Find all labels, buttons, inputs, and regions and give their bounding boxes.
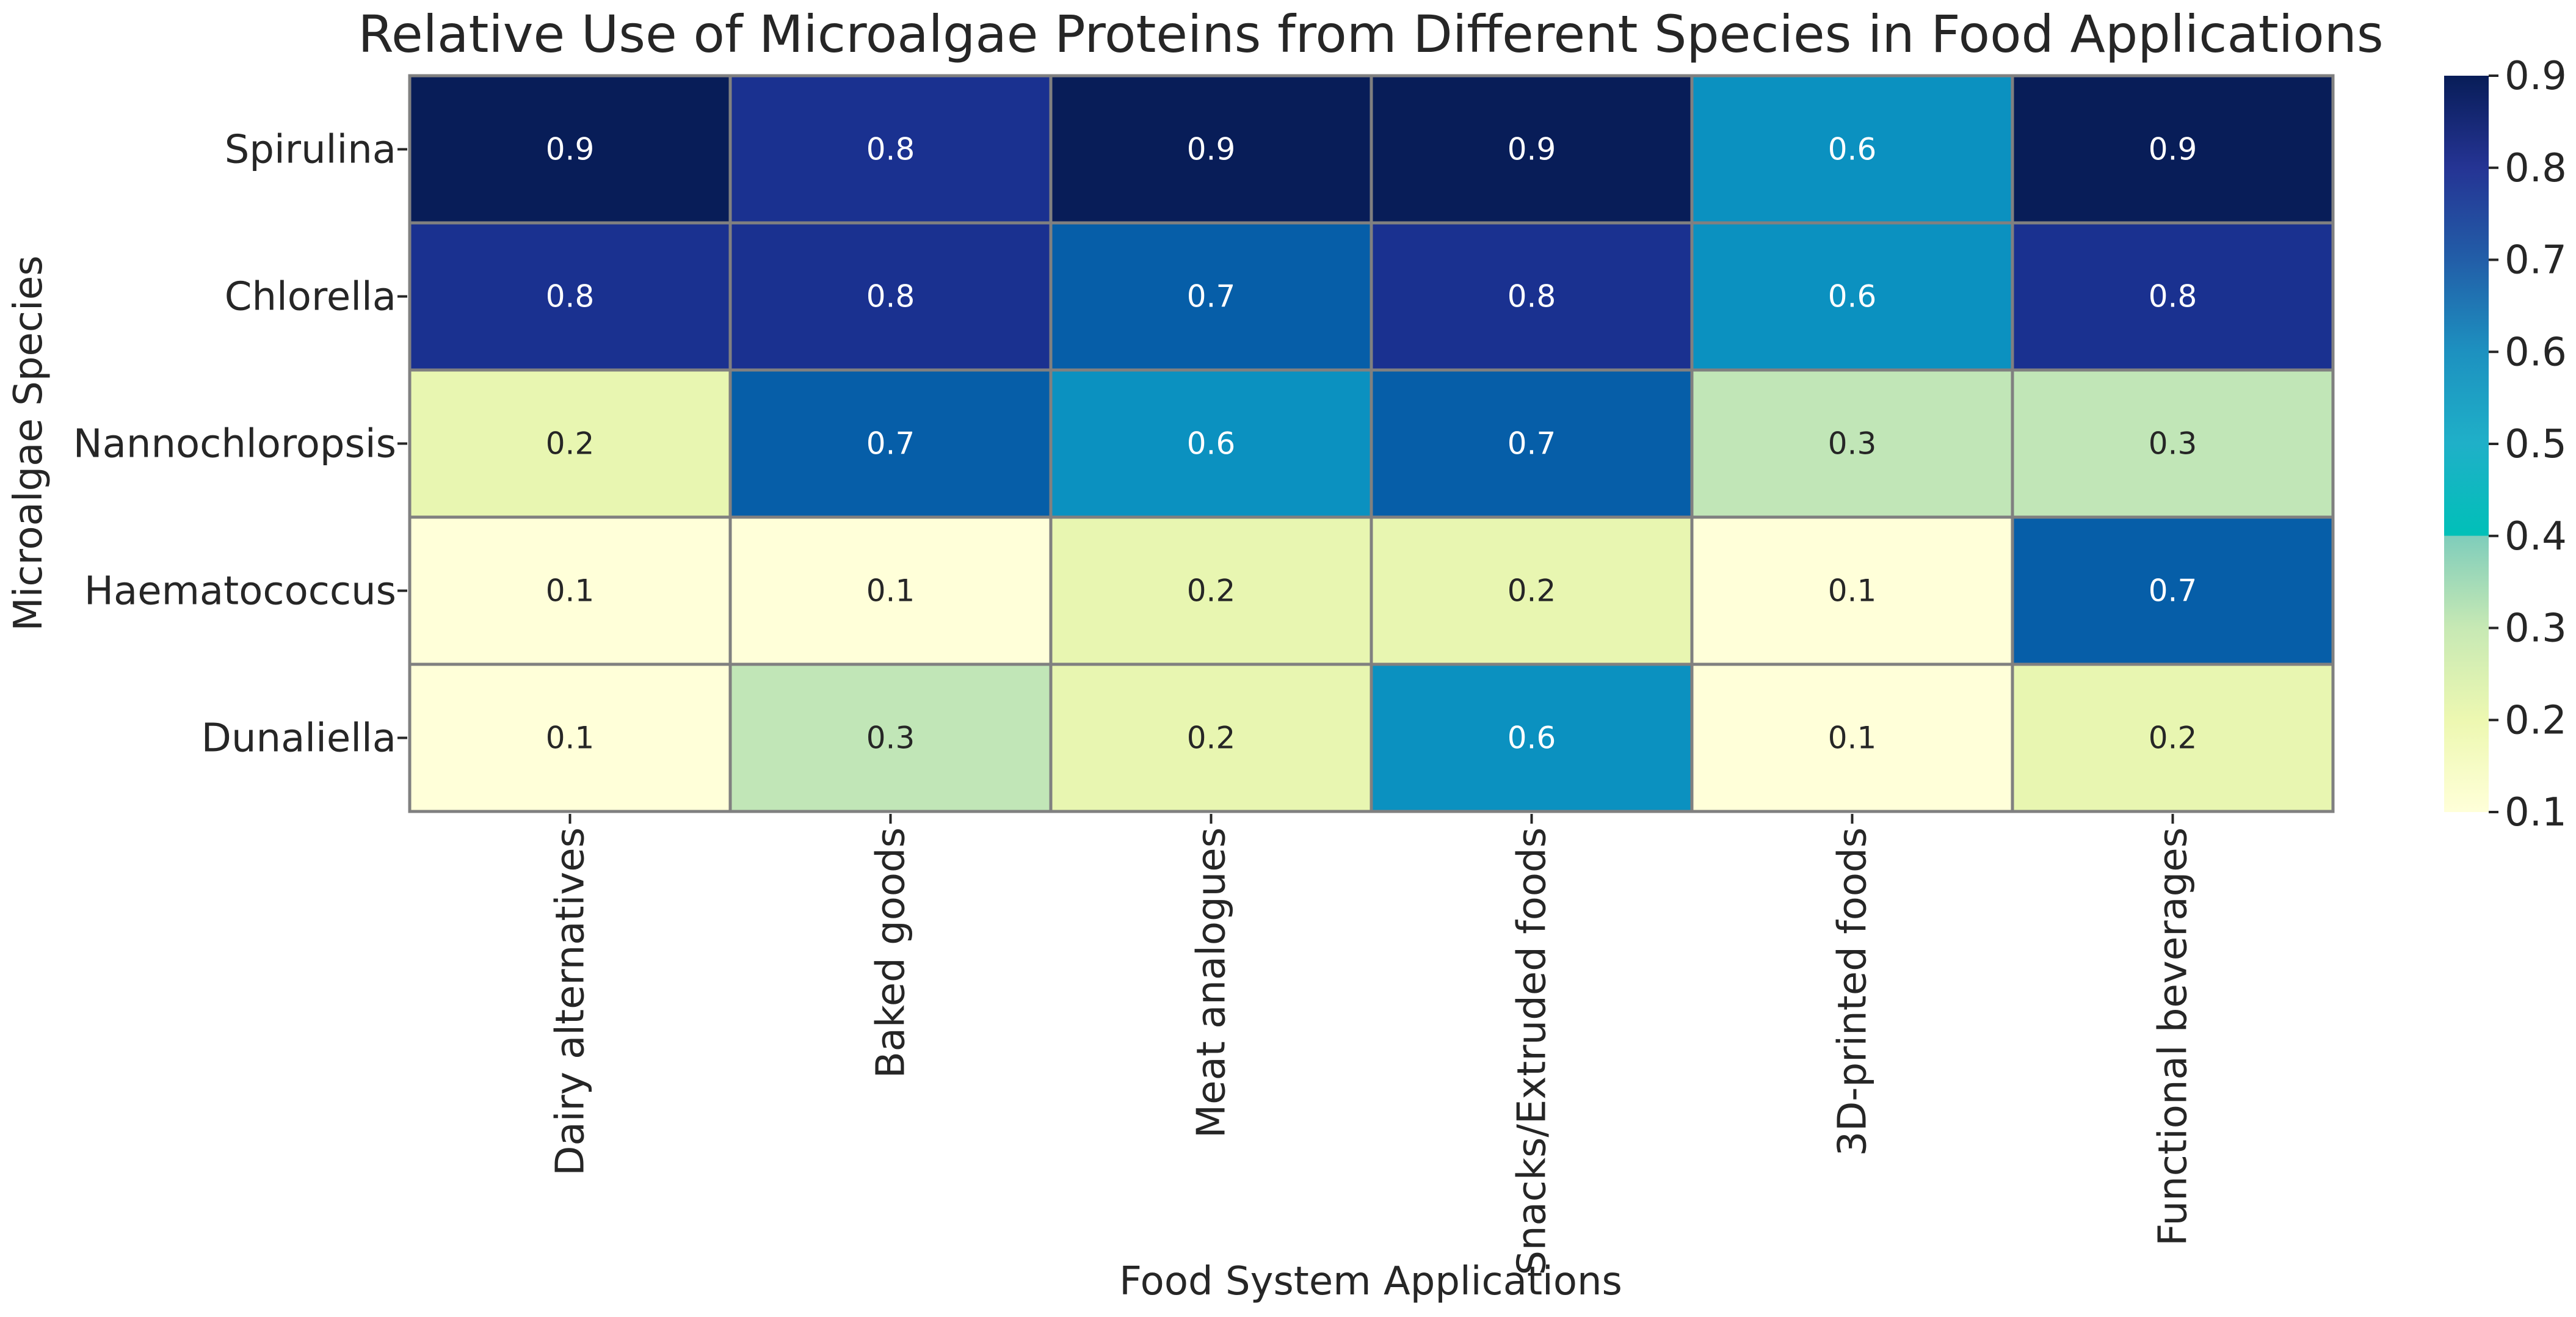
cell-value-label: 0.8 bbox=[2149, 279, 2197, 314]
heatmap-cell bbox=[1690, 662, 2014, 813]
x-tick-label: Functional beverages bbox=[2151, 827, 2196, 1246]
heatmap-cell bbox=[1690, 368, 2014, 519]
y-tick-labels: Spirulina Chlorella Nannochloropsis Haemato… bbox=[73, 128, 407, 761]
heatmap-cell bbox=[1690, 515, 2014, 666]
chart-title: Relative Use of Microalgae Proteins from… bbox=[358, 4, 2383, 64]
cell-value-label: 0.9 bbox=[1508, 132, 1556, 167]
cell-value-label: 0.6 bbox=[1828, 132, 1877, 167]
y-tick-label: Chlorella bbox=[225, 275, 396, 320]
x-axis-label: Food System Applications bbox=[1119, 1259, 1622, 1304]
cell-value-label: 0.8 bbox=[1508, 279, 1556, 314]
y-tick-label: Nannochloropsis bbox=[73, 422, 396, 467]
cell-value-label: 0.3 bbox=[866, 720, 915, 756]
heatmap-cells bbox=[408, 74, 2335, 813]
cell-value-label: 0.2 bbox=[1187, 573, 1236, 609]
cell-value-label: 0.6 bbox=[1187, 426, 1236, 462]
cell-value-label: 0.3 bbox=[1828, 426, 1877, 462]
cell-value-label: 0.2 bbox=[2149, 720, 2197, 756]
x-tick-labels: Dairy alternatives Baked goods Meat analog… bbox=[548, 814, 2196, 1275]
colorbar-tick-label: 0.2 bbox=[2505, 698, 2567, 743]
cell-value-label: 0.8 bbox=[546, 279, 595, 314]
heatmap-cell bbox=[728, 74, 1053, 225]
x-tick-label: Dairy alternatives bbox=[548, 827, 593, 1176]
cell-value-label: 0.1 bbox=[546, 720, 595, 756]
colorbar-tick-label: 0.1 bbox=[2505, 790, 2567, 835]
cell-value-label: 0.2 bbox=[1187, 720, 1236, 756]
cell-value-label: 0.1 bbox=[546, 573, 595, 609]
heatmap-cell bbox=[2011, 368, 2335, 519]
cell-value-label: 0.9 bbox=[2149, 132, 2197, 167]
cell-value-label: 0.1 bbox=[866, 573, 915, 609]
cell-value-label: 0.9 bbox=[546, 132, 595, 167]
heatmap-cell bbox=[1049, 515, 1373, 666]
heatmap-cell bbox=[2011, 515, 2335, 666]
cell-value-label: 0.7 bbox=[2149, 573, 2197, 609]
y-axis-label: Microalgae Species bbox=[6, 255, 51, 631]
x-tick-label: Baked goods bbox=[869, 827, 914, 1078]
cell-value-label: 0.3 bbox=[2149, 426, 2197, 462]
cell-value-label: 0.2 bbox=[1508, 573, 1556, 609]
heatmap-cell bbox=[1370, 662, 1694, 813]
cell-value-label: 0.7 bbox=[1508, 426, 1556, 462]
y-tick-label: Haematococcus bbox=[84, 569, 396, 614]
heatmap-cell bbox=[2011, 74, 2335, 225]
heatmap-cell bbox=[1370, 74, 1694, 225]
heatmap-cell bbox=[728, 221, 1053, 372]
heatmap-cell bbox=[2011, 221, 2335, 372]
cell-value-label: 0.7 bbox=[866, 426, 915, 462]
x-tick-label: Snacks/Extruded foods bbox=[1510, 827, 1555, 1275]
cell-value-label: 0.8 bbox=[866, 132, 915, 167]
heatmap-cell bbox=[408, 515, 732, 666]
heatmap-cell bbox=[408, 662, 732, 813]
x-tick-label: 3D-printed foods bbox=[1830, 827, 1876, 1156]
heatmap-cell bbox=[1370, 221, 1694, 372]
colorbar-tick-label: 0.5 bbox=[2505, 422, 2567, 467]
cell-value-label: 0.6 bbox=[1828, 279, 1877, 314]
cell-value-label: 0.7 bbox=[1187, 279, 1236, 314]
y-tick-label: Spirulina bbox=[225, 128, 396, 173]
cell-value-label: 0.1 bbox=[1828, 573, 1877, 609]
colorbar-ticks: 0.1 0.2 0.3 0.4 0.5 0.6 0.7 0.8 0.9 bbox=[2489, 54, 2567, 835]
heatmap-cell bbox=[1049, 74, 1373, 225]
x-tick-label: Meat analogues bbox=[1189, 827, 1235, 1138]
cell-value-label: 0.6 bbox=[1508, 720, 1556, 756]
heatmap-cell bbox=[728, 515, 1053, 666]
colorbar bbox=[2444, 76, 2489, 812]
cell-value-label: 0.1 bbox=[1828, 720, 1877, 756]
heatmap-cell bbox=[1370, 515, 1694, 666]
colorbar-tick-label: 0.9 bbox=[2505, 54, 2567, 99]
heatmap-cell bbox=[408, 74, 732, 225]
colorbar-tick-label: 0.3 bbox=[2505, 606, 2567, 651]
cell-value-label: 0.9 bbox=[1187, 132, 1236, 167]
y-tick-label: Dunaliella bbox=[201, 716, 396, 761]
heatmap-cell bbox=[2011, 662, 2335, 813]
heatmap-cell bbox=[728, 368, 1053, 519]
colorbar-tick-label: 0.8 bbox=[2505, 146, 2567, 191]
heatmap-cell bbox=[1370, 368, 1694, 519]
colorbar-tick-label: 0.7 bbox=[2505, 238, 2567, 283]
colorbar-tick-label: 0.4 bbox=[2505, 514, 2567, 559]
heatmap-cell bbox=[1049, 662, 1373, 813]
cell-value-label: 0.2 bbox=[546, 426, 595, 462]
heatmap-cell-labels: 0.9 0.8 0.9 0.9 0.6 0.9 0.8 0.8 0.7 0.8 0.6 0.8 0.2 0… bbox=[546, 132, 2197, 756]
cell-value-label: 0.8 bbox=[866, 279, 915, 314]
colorbar-tick-label: 0.6 bbox=[2505, 330, 2567, 375]
